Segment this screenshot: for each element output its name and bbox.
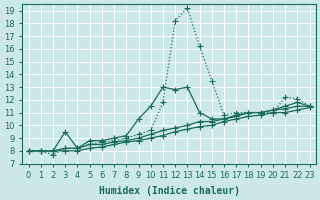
X-axis label: Humidex (Indice chaleur): Humidex (Indice chaleur) bbox=[99, 186, 240, 196]
